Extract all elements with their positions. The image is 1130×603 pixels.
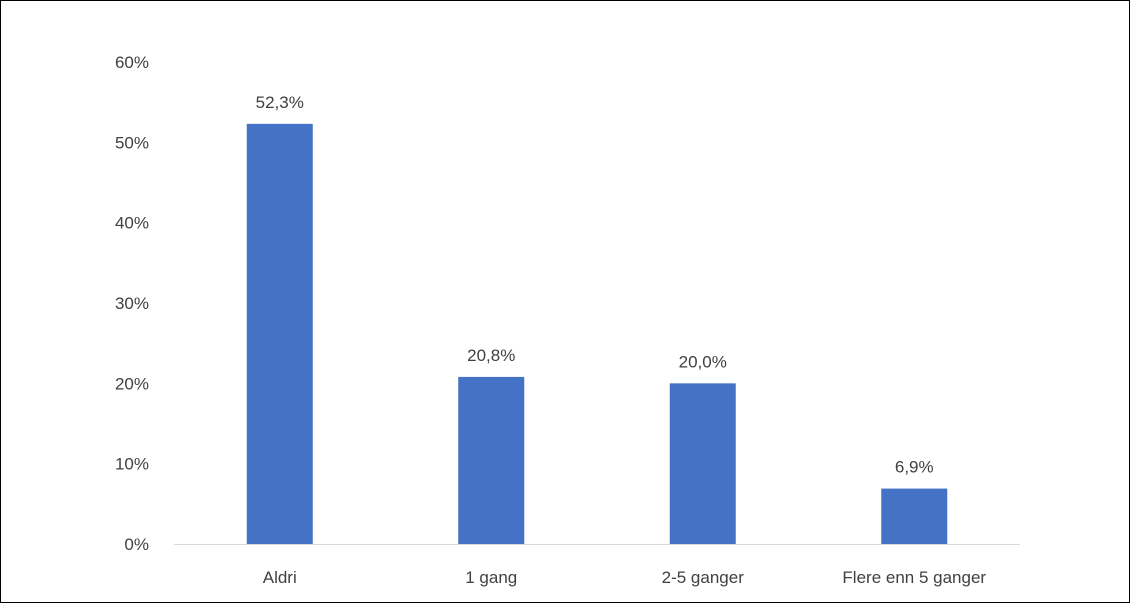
bar	[246, 123, 313, 545]
data-label: 20,8%	[467, 346, 515, 365]
bar	[881, 488, 948, 544]
data-labels: 52,3% 20,8% 20,0% 6,9%	[256, 93, 934, 477]
y-tick-label: 60%	[115, 53, 149, 72]
data-label: 52,3%	[256, 93, 304, 112]
y-tick-label: 50%	[115, 133, 149, 152]
y-axis-ticks: 0% 10% 20% 30% 40% 50% 60%	[115, 53, 149, 554]
x-tick-label: 2-5 ganger	[662, 568, 745, 587]
bars	[246, 123, 948, 545]
x-axis-ticks: Aldri 1 gang 2-5 ganger Flere enn 5 ganger	[263, 568, 987, 587]
y-tick-label: 0%	[124, 535, 149, 554]
bar	[458, 376, 525, 544]
x-tick-label: 1 gang	[465, 568, 517, 587]
bar	[669, 383, 736, 544]
data-label: 6,9%	[895, 458, 934, 477]
y-tick-label: 10%	[115, 455, 149, 474]
y-tick-label: 30%	[115, 294, 149, 313]
x-tick-label: Aldri	[263, 568, 297, 587]
x-tick-label: Flere enn 5 ganger	[842, 568, 986, 587]
data-label: 20,0%	[679, 352, 727, 371]
y-tick-label: 20%	[115, 374, 149, 393]
y-tick-label: 40%	[115, 214, 149, 233]
